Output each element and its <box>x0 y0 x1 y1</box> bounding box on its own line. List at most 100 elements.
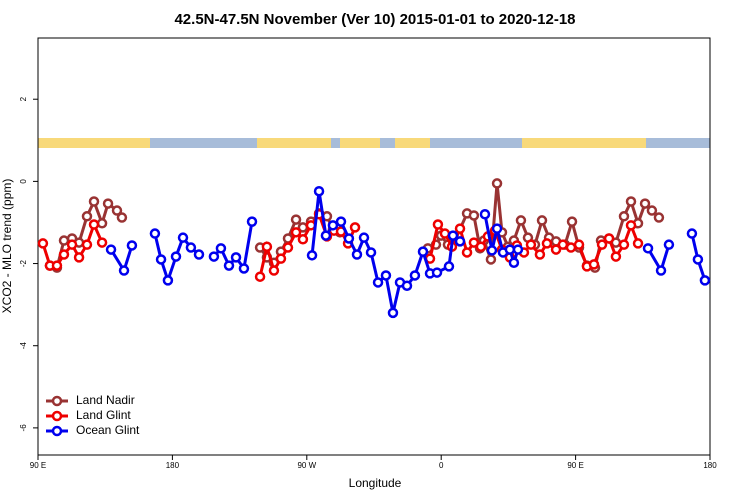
x-axis-label: Longitude <box>349 476 402 490</box>
legend-label: Land Nadir <box>76 393 135 407</box>
point <box>618 211 630 222</box>
point <box>155 254 167 265</box>
point <box>111 205 123 216</box>
point <box>116 212 128 223</box>
point <box>603 233 615 244</box>
point <box>491 223 503 234</box>
surface-strip <box>38 138 710 148</box>
point <box>88 219 100 230</box>
point <box>268 265 280 276</box>
point <box>81 211 93 222</box>
point <box>699 275 711 286</box>
y-axis-label: XCO2 - MLO trend (ppm) <box>0 179 14 314</box>
point <box>380 270 392 281</box>
point <box>588 259 600 270</box>
chart-title: 42.5N-47.5N November (Ver 10) 2015-01-01… <box>174 11 575 28</box>
point <box>81 239 93 250</box>
point <box>632 238 644 249</box>
point <box>261 241 273 252</box>
point <box>439 228 451 239</box>
point <box>653 212 665 223</box>
point <box>525 239 537 250</box>
point <box>663 239 675 250</box>
point <box>479 208 491 220</box>
point <box>573 239 585 250</box>
point <box>454 223 466 234</box>
legend-label: Land Glint <box>76 408 131 422</box>
point <box>351 249 363 260</box>
legend-label: Ocean Glint <box>76 423 140 437</box>
point <box>73 252 85 263</box>
point <box>655 265 667 276</box>
point <box>238 263 250 274</box>
point <box>618 239 630 250</box>
point <box>432 219 444 230</box>
y-tick-label: -4 <box>19 342 28 350</box>
x-tick-label: 90 W <box>297 461 316 470</box>
point <box>365 247 377 258</box>
point <box>443 261 455 272</box>
point <box>193 249 205 260</box>
point <box>475 241 487 252</box>
point <box>306 250 318 261</box>
point <box>349 222 361 233</box>
point <box>290 214 302 225</box>
point <box>642 243 654 254</box>
point <box>468 210 480 221</box>
point <box>639 198 651 209</box>
point <box>409 270 421 281</box>
point <box>486 245 498 256</box>
point <box>454 236 466 247</box>
point <box>230 252 242 263</box>
point <box>343 233 355 244</box>
x-tick-label: 90 E <box>30 461 46 470</box>
point <box>550 244 562 255</box>
point <box>313 185 325 197</box>
point <box>566 216 578 227</box>
point <box>461 247 473 258</box>
point <box>512 244 524 255</box>
point <box>96 218 108 229</box>
point <box>335 216 347 227</box>
point <box>102 198 114 209</box>
point <box>88 196 100 207</box>
legend-marker <box>51 425 63 437</box>
point <box>534 249 546 260</box>
point <box>126 240 138 251</box>
point <box>536 215 548 226</box>
point <box>327 220 339 231</box>
point <box>401 280 413 291</box>
point <box>208 251 220 262</box>
point <box>515 215 527 226</box>
point <box>37 238 49 249</box>
point <box>118 265 130 276</box>
point <box>610 251 622 262</box>
x-tick-label: 180 <box>166 461 180 470</box>
point <box>185 242 197 253</box>
point <box>358 232 370 243</box>
point <box>96 237 108 248</box>
plot-frame <box>37 37 711 456</box>
point <box>170 251 182 262</box>
point <box>541 238 553 249</box>
point <box>149 228 161 239</box>
point <box>215 243 227 254</box>
point <box>162 275 174 286</box>
point <box>625 220 637 231</box>
y-tick-label: -6 <box>19 424 28 432</box>
point <box>66 239 78 250</box>
point <box>565 242 577 253</box>
point <box>290 227 302 238</box>
x-tick-label: 180 <box>703 461 717 470</box>
point <box>105 244 117 255</box>
point <box>58 235 70 246</box>
point <box>254 271 266 282</box>
x-tick-label: 0 <box>439 461 444 470</box>
point <box>431 267 443 278</box>
point <box>504 244 516 255</box>
point <box>51 260 63 271</box>
point <box>692 254 704 265</box>
point <box>387 307 399 319</box>
y-tick-label: 0 <box>19 179 28 184</box>
